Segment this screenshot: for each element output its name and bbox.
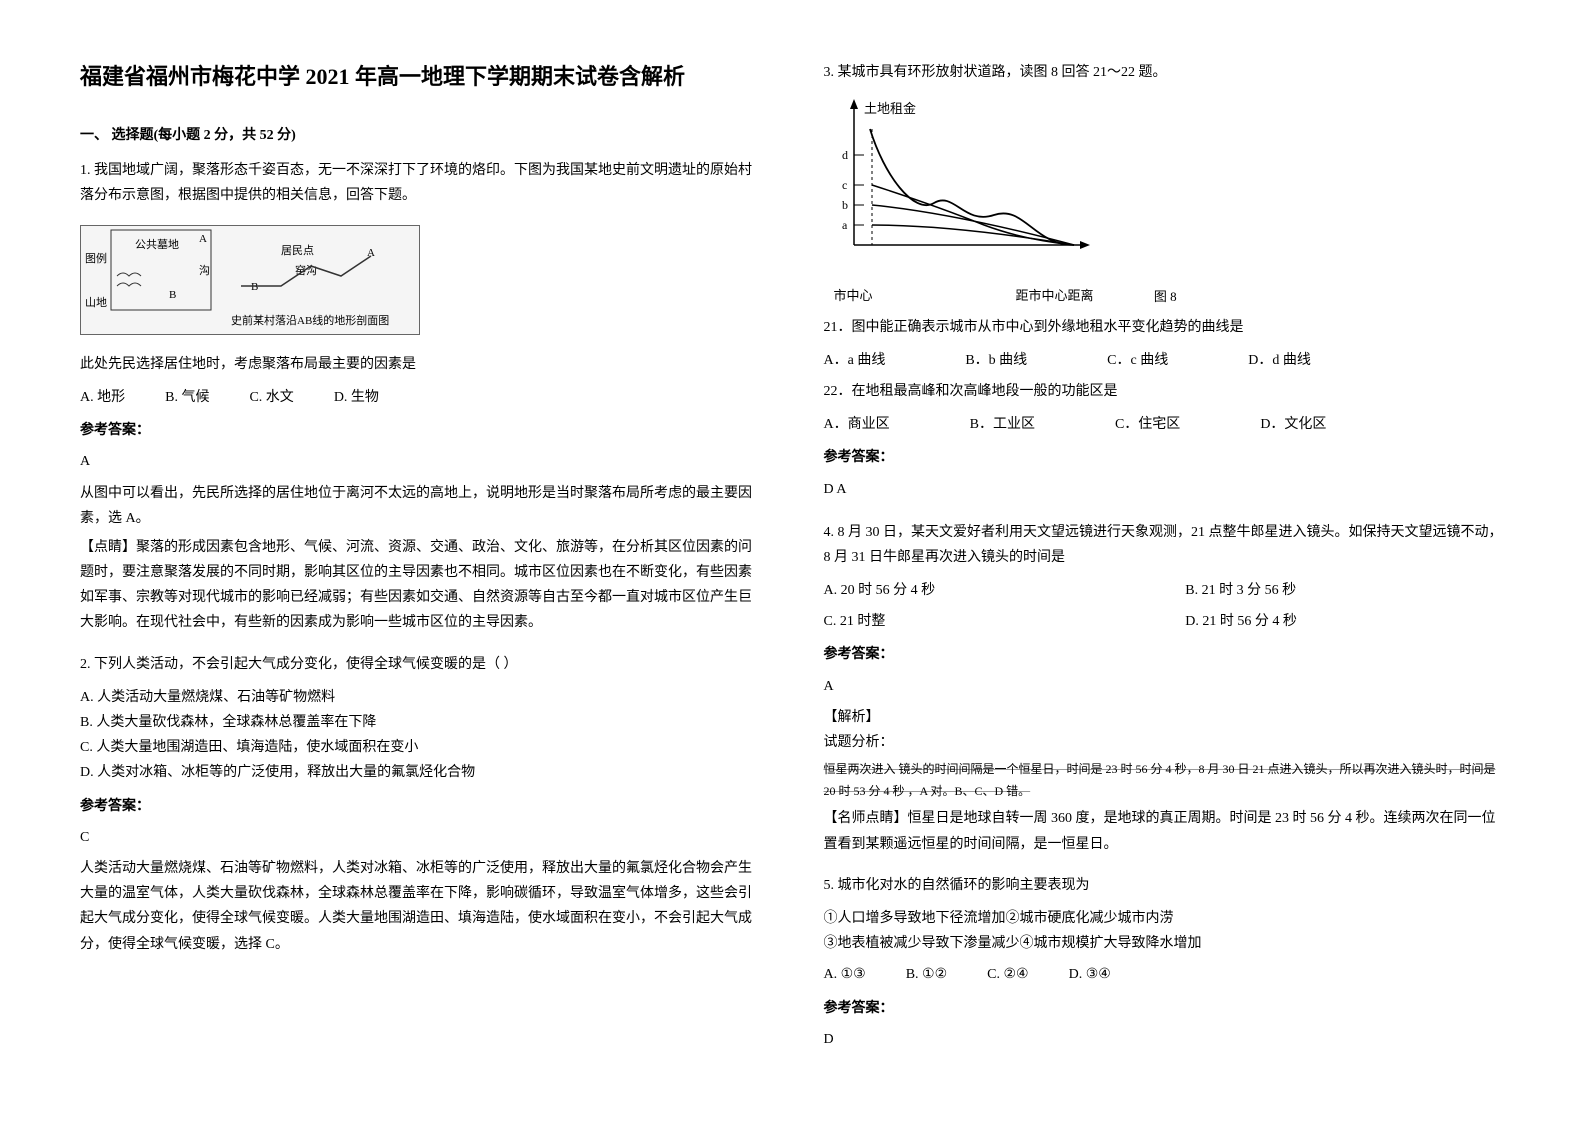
opt-d: D. ③④: [1069, 962, 1111, 987]
opt-b: B．b 曲线: [965, 348, 1027, 373]
q2-options: A. 人类活动大量燃烧煤、石油等矿物燃料 B. 人类大量砍伐森林，全球森林总覆盖…: [80, 685, 764, 786]
opt-c: C．住宅区: [1115, 412, 1180, 437]
svg-text:b: b: [842, 198, 848, 212]
section-header: 一、 选择题(每小题 2 分，共 52 分): [80, 123, 764, 148]
opt-a: A. 20 时 56 分 4 秒: [824, 578, 1146, 603]
q1-prompt: 此处先民选择居住地时，考虑聚落布局最主要的因素是: [80, 352, 764, 377]
answer-label: 参考答案：: [824, 642, 1508, 667]
q5-answer: D: [824, 1027, 1508, 1052]
q1-text: 1. 我国地域广阔，聚落形态千姿百态，无一不深深打下了环境的烙印。下图为我国某地…: [80, 158, 764, 208]
x-left: 市中心: [834, 284, 873, 307]
label-gmb: 公共墓地: [135, 236, 179, 256]
q1-expl2: 【点睛】聚落的形成因素包含地形、气候、河流、资源、交通、政治、文化、旅游等，在分…: [80, 535, 764, 636]
svg-text:a: a: [842, 218, 848, 232]
legend-mountain: 山地: [85, 294, 107, 314]
opt-a: A．a 曲线: [824, 348, 886, 373]
q4-expl2: 【名师点睛】恒星日是地球自转一周 360 度，是地球的真正周期。时间是 23 时…: [824, 806, 1508, 856]
label-junmin: 居民点: [281, 242, 314, 262]
question-4: 4. 8 月 30 日，某天文爱好者利用天文望远镜进行天象观测，21 点整牛郎星…: [824, 520, 1508, 861]
opt-b: B. 人类大量砍伐森林，全球森林总覆盖率在下降: [80, 710, 764, 735]
answer-label: 参考答案：: [80, 794, 764, 819]
q4-text: 4. 8 月 30 日，某天文爱好者利用天文望远镜进行天象观测，21 点整牛郎星…: [824, 520, 1508, 570]
q1-diagram: 图例 山地 公共墓地 A 沟 B 居民点 窑沟 A B 史前某村落沿AB线的地形…: [80, 225, 420, 335]
q1-options: A. 地形 B. 气候 C. 水文 D. 生物: [80, 385, 764, 410]
q5-line1: ①人口增多导致地下径流增加②城市硬底化减少城市内涝: [824, 906, 1508, 931]
page-title: 福建省福州市梅花中学 2021 年高一地理下学期期末试卷含解析: [80, 60, 764, 93]
q2-answer: C: [80, 825, 764, 850]
question-1: 1. 我国地域广阔，聚落形态千姿百态，无一不深深打下了环境的烙印。下图为我国某地…: [80, 158, 764, 639]
q3-chart: 土地租金 a b c d 市中心 距市中心距离: [824, 95, 1104, 275]
question-2: 2. 下列人类活动，不会引起大气成分变化，使得全球气候变暖的是（ ） A. 人类…: [80, 652, 764, 961]
opt-b: B. 气候: [165, 385, 209, 410]
opt-c: C. 人类大量地围湖造田、填海造陆，使水域面积在变小: [80, 735, 764, 760]
opt-d: D. 人类对冰箱、冰柜等的广泛使用，释放出大量的氟氯烃化合物: [80, 760, 764, 785]
q4-answer: A: [824, 674, 1508, 699]
diag-caption: 史前某村落沿AB线的地形剖面图: [231, 312, 389, 332]
q1-answer: A: [80, 449, 764, 474]
q5-options: A. ①③ B. ①② C. ②④ D. ③④: [824, 962, 1508, 987]
jiexi-label: 【解析】: [824, 705, 1508, 730]
label-a2: A: [367, 244, 375, 264]
answer-label: 参考答案：: [80, 418, 764, 443]
opt-c: C. 水文: [249, 385, 293, 410]
q2-text: 2. 下列人类活动，不会引起大气成分变化，使得全球气候变暖的是（ ）: [80, 652, 764, 677]
opt-a: A. 地形: [80, 385, 125, 410]
rent-curve-svg: 土地租金 a b c d: [824, 95, 1104, 275]
shiti-label: 试题分析：: [824, 730, 1508, 755]
opt-b: B. ①②: [906, 962, 947, 987]
q21-options: A．a 曲线 B．b 曲线 C．c 曲线 D．d 曲线: [824, 348, 1508, 373]
q21-text: 21．图中能正确表示城市从市中心到外缘地租水平变化趋势的曲线是: [824, 315, 1508, 340]
label-b1: B: [169, 286, 176, 306]
opt-d: D．文化区: [1260, 412, 1326, 437]
question-5: 5. 城市化对水的自然循环的影响主要表现为 ①人口增多导致地下径流增加②城市硬底…: [824, 873, 1508, 1058]
label-gou: 沟: [199, 262, 210, 282]
left-column: 福建省福州市梅花中学 2021 年高一地理下学期期末试卷含解析 一、 选择题(每…: [80, 60, 764, 1062]
svg-text:d: d: [842, 148, 848, 162]
svg-text:c: c: [842, 178, 847, 192]
label-yaogou: 窑沟: [295, 262, 317, 282]
right-column: 3. 某城市具有环形放射状道路，读图 8 回答 21～22 题。 土地租金 a …: [824, 60, 1508, 1062]
opt-d: D. 生物: [334, 385, 379, 410]
opt-c: C．c 曲线: [1107, 348, 1168, 373]
opt-a: A. 人类活动大量燃烧煤、石油等矿物燃料: [80, 685, 764, 710]
label-b2: B: [251, 278, 258, 298]
y-axis-label: 土地租金: [864, 101, 916, 116]
opt-c: C. ②④: [987, 962, 1028, 987]
opt-a: A. ①③: [824, 962, 866, 987]
q3-answer: D A: [824, 477, 1508, 502]
legend-label: 图例: [85, 250, 107, 270]
opt-b: B. 21 时 3 分 56 秒: [1185, 578, 1507, 603]
q22-text: 22．在地租最高峰和次高峰地段一般的功能区是: [824, 379, 1508, 404]
q4-expl1: 恒星两次进入 镜头的时间间隔是一个恒星日，时间是 23 时 56 分 4 秒，8…: [824, 759, 1508, 802]
opt-b: B．工业区: [970, 412, 1035, 437]
opt-d: D．d 曲线: [1248, 348, 1311, 373]
q4-options: A. 20 时 56 分 4 秒 B. 21 时 3 分 56 秒 C. 21 …: [824, 578, 1508, 634]
q3-text: 3. 某城市具有环形放射状道路，读图 8 回答 21～22 题。: [824, 60, 1508, 85]
q5-line2: ③地表植被减少导致下渗量减少④城市规模扩大导致降水增加: [824, 931, 1508, 956]
q5-text: 5. 城市化对水的自然循环的影响主要表现为: [824, 873, 1508, 898]
opt-c: C. 21 时整: [824, 609, 1146, 634]
x-right: 距市中心距离: [1015, 284, 1093, 307]
q1-expl1: 从图中可以看出，先民所选择的居住地位于离河不太远的高地上，说明地形是当时聚落布局…: [80, 481, 764, 531]
opt-a: A．商业区: [824, 412, 890, 437]
answer-label: 参考答案：: [824, 996, 1508, 1021]
answer-label: 参考答案：: [824, 445, 1508, 470]
question-3: 3. 某城市具有环形放射状道路，读图 8 回答 21～22 题。 土地租金 a …: [824, 60, 1508, 508]
label-a1: A: [199, 230, 207, 250]
q22-options: A．商业区 B．工业区 C．住宅区 D．文化区: [824, 412, 1508, 437]
q2-expl: 人类活动大量燃烧煤、石油等矿物燃料，人类对冰箱、冰柜等的广泛使用，释放出大量的氟…: [80, 856, 764, 957]
opt-d: D. 21 时 56 分 4 秒: [1185, 609, 1507, 634]
